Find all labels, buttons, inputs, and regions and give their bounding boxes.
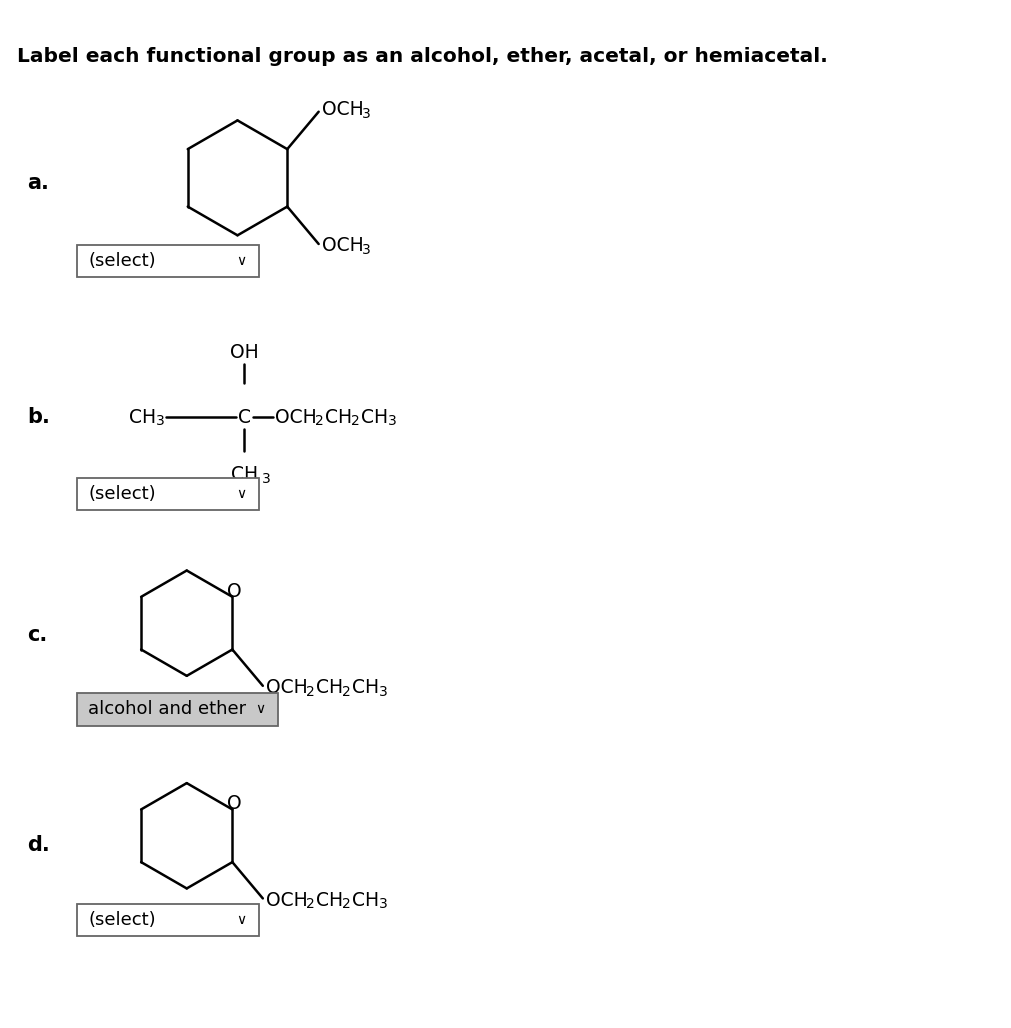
Text: 3: 3 [387, 414, 396, 428]
Text: ∨: ∨ [236, 487, 246, 501]
Text: 3: 3 [378, 685, 387, 699]
FancyBboxPatch shape [77, 478, 259, 510]
Text: 3: 3 [156, 414, 165, 428]
Text: OCH: OCH [266, 678, 307, 697]
Text: O: O [226, 795, 242, 813]
Text: (select): (select) [88, 252, 156, 270]
Text: CH: CH [129, 408, 157, 427]
Text: ∨: ∨ [236, 913, 246, 927]
Text: CH: CH [231, 466, 258, 484]
FancyBboxPatch shape [77, 904, 259, 937]
Text: (select): (select) [88, 911, 156, 929]
Text: 2: 2 [342, 685, 351, 699]
Text: 2: 2 [351, 414, 360, 428]
Text: OCH: OCH [321, 101, 363, 119]
Text: OCH: OCH [275, 408, 316, 427]
Text: OCH: OCH [266, 891, 307, 910]
Text: C: C [238, 408, 251, 427]
Text: OH: OH [229, 342, 259, 362]
Text: b.: b. [26, 407, 50, 428]
FancyBboxPatch shape [77, 245, 259, 278]
Text: ∨: ∨ [236, 254, 246, 268]
Text: Label each functional group as an alcohol, ether, acetal, or hemiacetal.: Label each functional group as an alcoho… [17, 46, 827, 66]
Text: CH: CH [352, 891, 379, 910]
Text: CH: CH [361, 408, 388, 427]
Text: 3: 3 [261, 472, 270, 485]
Text: alcohol and ether: alcohol and ether [88, 700, 246, 719]
Text: a.: a. [26, 173, 49, 192]
Text: OCH: OCH [321, 236, 363, 255]
Text: CH: CH [315, 891, 343, 910]
Text: CH: CH [325, 408, 352, 427]
Text: 2: 2 [342, 897, 351, 911]
Text: (select): (select) [88, 485, 156, 503]
Text: 3: 3 [361, 107, 370, 120]
Text: d.: d. [26, 836, 50, 855]
Text: CH: CH [315, 678, 343, 697]
Text: O: O [226, 582, 242, 600]
Text: 2: 2 [305, 685, 314, 699]
Text: CH: CH [352, 678, 379, 697]
Text: 2: 2 [305, 897, 314, 911]
Text: ∨: ∨ [255, 702, 265, 717]
FancyBboxPatch shape [77, 693, 277, 726]
Text: c.: c. [26, 625, 48, 645]
Text: 3: 3 [378, 897, 387, 911]
Text: 2: 2 [314, 414, 324, 428]
Text: 3: 3 [361, 243, 370, 257]
